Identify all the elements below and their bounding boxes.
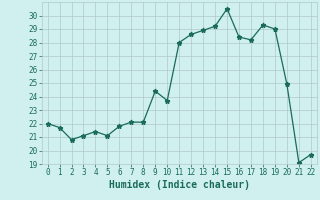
X-axis label: Humidex (Indice chaleur): Humidex (Indice chaleur) <box>109 180 250 190</box>
